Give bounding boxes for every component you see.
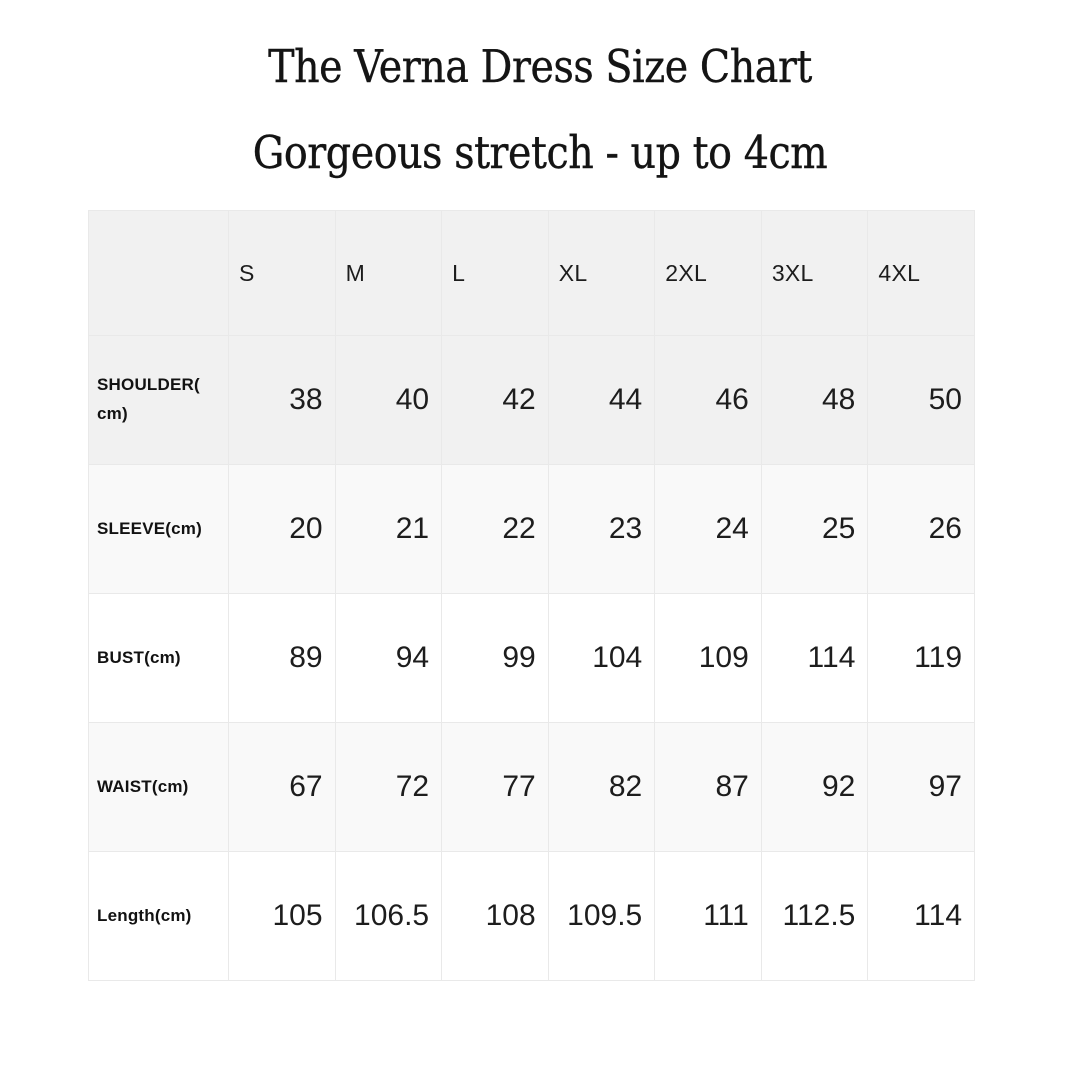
- size-value-cell: 89: [228, 593, 336, 723]
- page-subtitle: Gorgeous stretch - up to 4cm: [252, 126, 828, 179]
- size-column-header: S: [228, 210, 336, 336]
- size-value-cell: 22: [441, 464, 549, 594]
- page-title: The Verna Dress Size Chart: [268, 40, 813, 93]
- table-row: SHOULDER( cm) 38 40 42 44 46 48 50: [88, 335, 975, 465]
- size-column-header: 3XL: [760, 210, 869, 336]
- size-value-cell: 25: [760, 464, 869, 594]
- size-value-cell: 40: [334, 335, 443, 465]
- size-value-cell: 38: [228, 335, 336, 465]
- size-value-cell: 77: [441, 722, 549, 852]
- measurement-label: WAIST(cm): [88, 722, 229, 852]
- size-value-cell: 92: [760, 722, 869, 852]
- size-value-cell: 111: [654, 851, 762, 981]
- size-chart-table: S M L XL 2XL 3XL 4XL SHOULDER( cm) 38 40 42 44 46 48…: [88, 210, 975, 981]
- size-column-header: XL: [547, 210, 656, 336]
- corner-cell: [88, 210, 229, 336]
- size-value-cell: 109.5: [547, 851, 656, 981]
- size-value-cell: 105: [228, 851, 336, 981]
- size-value-cell: 109: [654, 593, 762, 723]
- size-value-cell: 114: [867, 851, 975, 981]
- measurement-label: BUST(cm): [88, 593, 229, 723]
- size-column-header: 4XL: [867, 210, 975, 336]
- size-chart-header-row: S M L XL 2XL 3XL 4XL: [88, 210, 975, 336]
- table-row: Length(cm) 105 106.5 108 109.5 111 112.5 114: [88, 851, 975, 981]
- size-value-cell: 48: [760, 335, 869, 465]
- size-value-cell: 106.5: [334, 851, 443, 981]
- size-chart: S M L XL 2XL 3XL 4XL SHOULDER( cm) 38 40 42 44 46 48…: [88, 210, 1080, 981]
- size-value-cell: 20: [228, 464, 336, 594]
- size-value-cell: 42: [441, 335, 549, 465]
- size-value-cell: 87: [654, 722, 762, 852]
- size-column-header: L: [441, 210, 549, 336]
- size-chart-body: SHOULDER( cm) 38 40 42 44 46 48 50 SLEEVE(cm) 20 2…: [88, 335, 975, 981]
- size-value-cell: 23: [547, 464, 656, 594]
- size-value-cell: 44: [547, 335, 656, 465]
- size-value-cell: 112.5: [760, 851, 869, 981]
- size-column-header: M: [334, 210, 443, 336]
- size-value-cell: 104: [547, 593, 656, 723]
- size-value-cell: 21: [334, 464, 443, 594]
- size-value-cell: 114: [760, 593, 869, 723]
- size-value-cell: 50: [867, 335, 975, 465]
- size-value-cell: 94: [334, 593, 443, 723]
- size-column-header: 2XL: [654, 210, 762, 336]
- page-header: The Verna Dress Size Chart Gorgeous stre…: [0, 0, 1080, 175]
- size-value-cell: 82: [547, 722, 656, 852]
- size-value-cell: 24: [654, 464, 762, 594]
- measurement-label: SLEEVE(cm): [88, 464, 229, 594]
- size-value-cell: 97: [867, 722, 975, 852]
- size-value-cell: 26: [867, 464, 975, 594]
- size-value-cell: 67: [228, 722, 336, 852]
- size-value-cell: 108: [441, 851, 549, 981]
- size-value-cell: 72: [334, 722, 443, 852]
- table-row: BUST(cm) 89 94 99 104 109 114 119: [88, 593, 975, 723]
- size-value-cell: 119: [867, 593, 975, 723]
- table-row: WAIST(cm) 67 72 77 82 87 92 97: [88, 722, 975, 852]
- measurement-label: Length(cm): [88, 851, 229, 981]
- table-row: SLEEVE(cm) 20 21 22 23 24 25 26: [88, 464, 975, 594]
- size-value-cell: 99: [441, 593, 549, 723]
- measurement-label: SHOULDER( cm): [88, 335, 229, 465]
- size-value-cell: 46: [654, 335, 762, 465]
